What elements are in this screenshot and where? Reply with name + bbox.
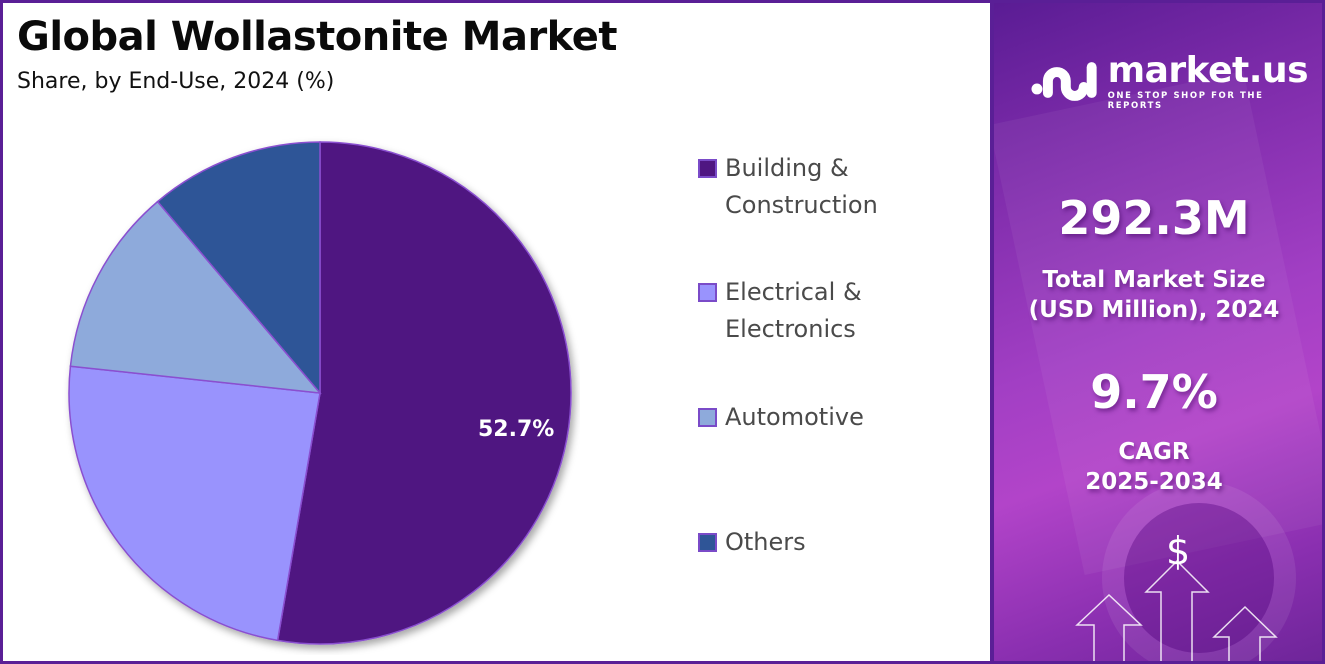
legend-label: Automotive <box>725 403 864 431</box>
market-size-label: Total Market Size (USD Million), 2024 <box>994 265 1318 325</box>
pie-chart-svg <box>68 141 572 645</box>
legend-label: Electronics <box>725 315 856 343</box>
cagr-label-line2: 2025-2034 <box>1085 469 1223 495</box>
legend-swatch-icon <box>698 159 717 178</box>
legend-label: Building & <box>725 154 849 182</box>
market-size-label-line2: (USD Million), 2024 <box>1028 297 1280 323</box>
legend-swatch-icon <box>698 283 717 302</box>
legend-label: Construction <box>725 191 878 219</box>
chart-panel: Global Wollastonite Market Share, by End… <box>17 14 925 655</box>
legend-swatch-icon <box>698 533 717 552</box>
pie-slice-building-construction <box>276 141 572 645</box>
pie-chart <box>60 135 580 655</box>
pie-slice-others <box>156 141 321 396</box>
market-size-label-line1: Total Market Size <box>1042 267 1266 293</box>
brand-logo: market.us ONE STOP SHOP FOR THE REPORTS <box>1030 53 1322 111</box>
market-us-logo-icon <box>1031 62 1097 101</box>
summary-sidebar: market.us ONE STOP SHOP FOR THE REPORTS … <box>990 0 1325 664</box>
legend-item-building-construction: Building & Construction <box>698 150 925 224</box>
cagr-label: CAGR 2025-2034 <box>994 437 1318 497</box>
pie-slice-electrical-electronics <box>68 365 321 642</box>
brand-name: market.us <box>1107 50 1309 91</box>
legend-item-electrical-electronics: Electrical & Electronics <box>698 274 925 348</box>
dollar-icon: $ <box>1166 529 1191 573</box>
growth-arrows-icon <box>1075 559 1278 661</box>
chart-subtitle: Share, by End-Use, 2024 (%) <box>17 69 335 94</box>
legend-swatch-icon <box>698 408 717 427</box>
legend-item-automotive: Automotive <box>698 399 925 436</box>
cagr-label-line1: CAGR <box>1118 439 1190 465</box>
legend-label: Others <box>725 528 806 556</box>
legend-label: Electrical & <box>725 278 862 306</box>
pie-slice-automotive <box>69 200 322 394</box>
brand-tagline: ONE STOP SHOP FOR THE REPORTS <box>1107 91 1264 111</box>
background-coffee-cup <box>1124 503 1274 653</box>
legend-item-others: Others <box>698 524 925 561</box>
cagr-value: 9.7% <box>1090 365 1218 419</box>
pie-data-label-building: 52.7% <box>478 417 555 442</box>
market-size-value: 292.3M <box>1058 191 1250 245</box>
chart-title: Global Wollastonite Market <box>17 14 617 60</box>
